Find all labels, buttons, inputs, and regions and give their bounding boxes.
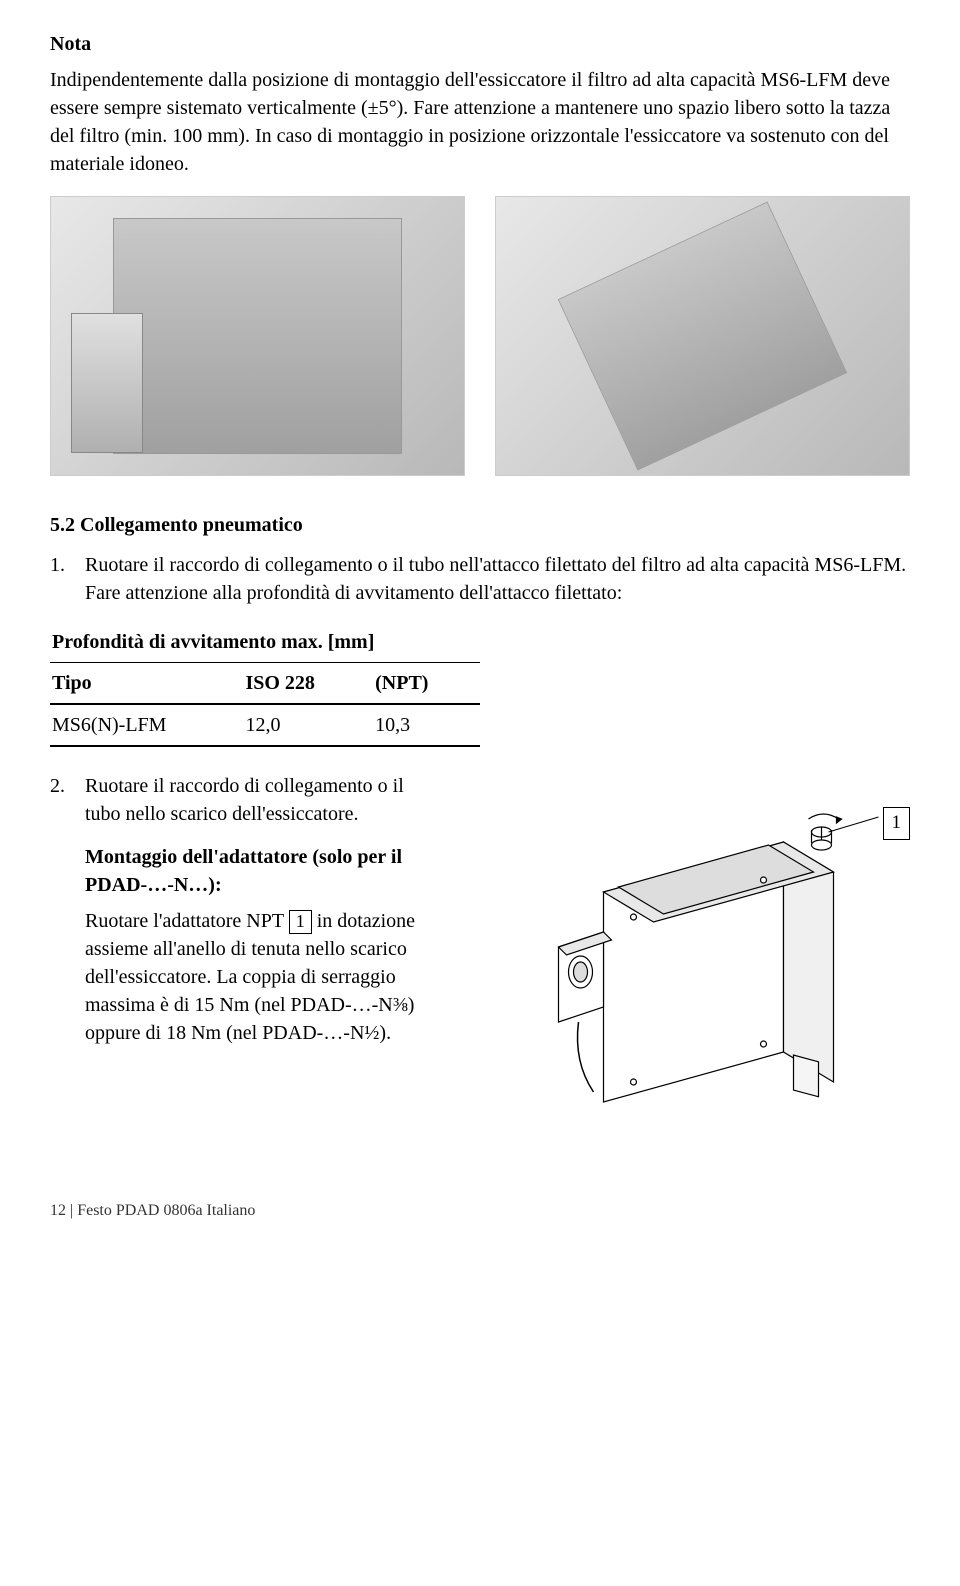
product-image-horizontal	[495, 196, 910, 476]
table-header: (NPT)	[373, 663, 480, 705]
boxed-reference-1: 1	[289, 910, 312, 934]
item-text-line2: Fare attenzione alla profondità di avvit…	[85, 579, 910, 607]
list-item-2: 2. Ruotare il raccordo di collegamento o…	[50, 772, 437, 1047]
item-content: Ruotare il raccordo di collegamento o il…	[85, 772, 437, 1047]
text-column: 2. Ruotare il raccordo di collegamento o…	[50, 772, 437, 1062]
item-number: 2.	[50, 772, 85, 1047]
product-image-vertical	[50, 196, 465, 476]
table-cell: 10,3	[373, 704, 480, 746]
device-isometric-diagram	[477, 772, 910, 1132]
section-5-2-heading: 5.2 Collegamento pneumatico	[50, 511, 910, 539]
screw-depth-table: Profondità di avvitamento max. [mm] Tipo…	[50, 622, 480, 747]
nota-section: Nota Indipendentemente dalla posizione d…	[50, 30, 910, 178]
table-caption: Profondità di avvitamento max. [mm]	[50, 622, 480, 663]
product-images-row	[50, 196, 910, 476]
table-cell: MS6(N)-LFM	[50, 704, 243, 746]
page-footer: 12 | Festo PDAD 0806a Italiano	[50, 1200, 910, 1222]
callout-label-1: 1	[883, 807, 911, 840]
table-header: ISO 228	[243, 663, 373, 705]
item2-row: 2. Ruotare il raccordo di collegamento o…	[50, 772, 910, 1140]
table-header: Tipo	[50, 663, 243, 705]
adapter-mounting-heading: Montaggio dell'adattatore (solo per il P…	[85, 843, 437, 899]
nota-text: Indipendentemente dalla posizione di mon…	[50, 66, 910, 178]
nota-heading: Nota	[50, 30, 910, 58]
table-cell: 12,0	[243, 704, 373, 746]
diagram-column: 1	[477, 772, 910, 1140]
item2-text: Ruotare il raccordo di collegamento o il…	[85, 772, 437, 828]
item-content: Ruotare il raccordo di collegamento o il…	[85, 551, 910, 607]
list-item-1: 1. Ruotare il raccordo di collegamento o…	[50, 551, 910, 607]
item-text-line1: Ruotare il raccordo di collegamento o il…	[85, 551, 910, 579]
body-pre: Ruotare l'adattatore NPT	[85, 910, 289, 932]
item-number: 1.	[50, 551, 85, 607]
adapter-mounting-body: Ruotare l'adattatore NPT 1 in dotazione …	[85, 907, 437, 1047]
